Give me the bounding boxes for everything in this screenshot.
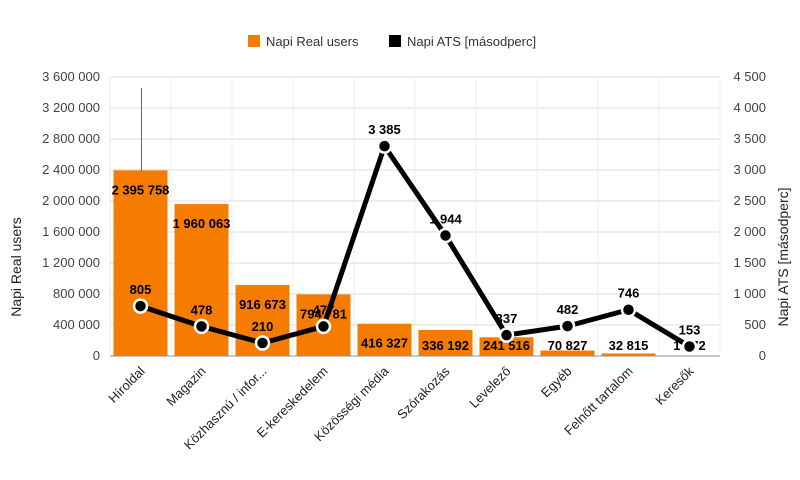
bar [479, 337, 534, 356]
right-tick-label: 3 500 [733, 131, 766, 146]
bar-data-label: 794 781 [300, 306, 347, 321]
bar-data-label: 916 673 [239, 297, 286, 312]
right-tick-label: 500 [744, 317, 766, 332]
left-tick-label: 3 200 000 [42, 100, 100, 115]
ats-point [315, 318, 332, 335]
left-tick-label: 2 800 000 [42, 131, 100, 146]
legend: Napi Real users Napi ATS [másodperc] [248, 34, 536, 49]
bar-data-label: 241 516 [483, 338, 530, 353]
line-data-label: 1 944 [429, 211, 462, 226]
line-data-label: 805 [130, 282, 152, 297]
line-data-label: 337 [496, 311, 518, 326]
bar-data-label: 336 192 [422, 338, 469, 353]
line-data-label: 482 [557, 302, 579, 317]
ats-point [376, 138, 393, 154]
category-label: Magazin [163, 364, 208, 409]
bar [357, 323, 412, 356]
bar [540, 350, 595, 356]
bar-data-label: 416 327 [361, 336, 408, 351]
ats-point [681, 338, 698, 355]
left-tick-label: 1 200 000 [42, 255, 100, 270]
left-axis-title: Napi Real users [8, 217, 24, 317]
bar [113, 170, 168, 356]
right-tick-label: 4 500 [733, 69, 766, 84]
left-tick-label: 2 400 000 [42, 162, 100, 177]
bar [601, 353, 656, 356]
line-data-labels: 805 478 210 477 3 385 1 944 337 482 746 153 [130, 122, 701, 337]
category-label: Híroldal [105, 363, 147, 405]
ats-point [132, 298, 149, 314]
line-data-label: 3 385 [368, 122, 401, 137]
left-tick-label: 0 [93, 348, 100, 363]
left-tick-label: 800 000 [53, 286, 100, 301]
right-tick-label: 0 [759, 348, 766, 363]
ats-point [559, 318, 576, 334]
gridlines [109, 76, 721, 357]
line-data-label: 477 [313, 302, 335, 317]
bar-data-label: 2 395 758 [112, 182, 170, 197]
category-label: Egyéb [538, 364, 575, 401]
line-data-label: 478 [191, 302, 213, 317]
right-tick-label: 2 000 [733, 224, 766, 239]
line-data-label: 153 [679, 323, 701, 338]
bar-data-labels: 2 395 758 1 960 063 916 673 794 781 416 327 3… [112, 182, 706, 353]
left-tick-label: 3 600 000 [42, 69, 100, 84]
ats-point [620, 301, 637, 318]
bar [418, 329, 473, 356]
legend-swatch-real-users [248, 35, 260, 47]
line-data-label: 746 [618, 286, 640, 301]
right-tick-label: 3 000 [733, 162, 766, 177]
ats-line [139, 143, 691, 349]
left-tick-label: 2 000 000 [42, 193, 100, 208]
legend-label-ats: Napi ATS [másodperc] [407, 34, 536, 49]
right-tick-label: 4 000 [733, 100, 766, 115]
right-axis-title: Napi ATS [másodperc] [775, 187, 791, 326]
category-label: Szórakozás [394, 363, 453, 422]
left-tick-label: 1 600 000 [42, 224, 100, 239]
line-data-label: 210 [252, 319, 274, 334]
right-axis-ticks: 0 500 1 000 1 500 2 000 2 500 3 000 3 500 4 000 4… [733, 69, 766, 363]
right-tick-label: 1 500 [733, 255, 766, 270]
right-tick-label: 1 000 [733, 286, 766, 301]
bar-data-label: 1 960 063 [173, 216, 231, 231]
legend-swatch-ats [389, 35, 401, 47]
bar-data-label: 70 827 [548, 338, 588, 353]
category-label: Keresők [652, 363, 697, 408]
right-tick-label: 2 500 [733, 193, 766, 208]
ats-point [437, 227, 454, 244]
line-series [132, 138, 698, 355]
category-label: Levelező [466, 364, 513, 411]
left-tick-label: 400 000 [53, 317, 100, 332]
left-axis-ticks: 0 400 000 800 000 1 200 000 1 600 000 2 000 0… [42, 69, 100, 363]
ats-point [193, 318, 210, 335]
ats-point [498, 327, 515, 343]
ats-point [254, 335, 271, 351]
bar-data-label: 32 815 [609, 338, 649, 353]
legend-label-real-users: Napi Real users [266, 34, 359, 49]
